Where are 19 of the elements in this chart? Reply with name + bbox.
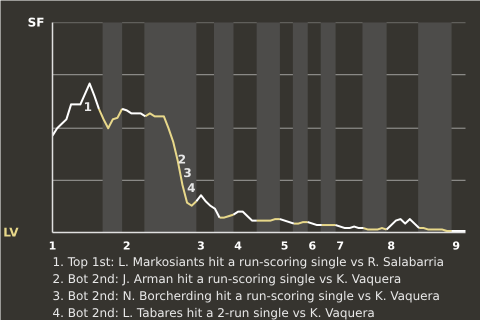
x-tick-label: 6 [308,240,317,252]
text: SF [28,16,45,30]
x-tick-label: 9 [452,240,460,252]
x-tick-label: 4 [234,240,242,252]
text: 2. Bot 2nd: J. Arman hit a run-scoring single vs K. Vaquera [52,272,402,286]
annotation: 4 [187,180,196,195]
x-tick-label: 2 [122,240,131,252]
x-tick-label: 5 [280,240,288,252]
x-tick-label: 7 [336,240,344,252]
text: 1. Top 1st: L. Markosiants hit a run-scoring single vs R. Salabarria [52,255,444,269]
x-tick-label: 8 [387,240,396,252]
text: LV [3,226,20,240]
annotation: 2 [178,152,186,166]
annotation: 1 [84,100,92,114]
text: 4. Bot 2nd: L. Tabares hit a 2-run single vs K. Vaquera [52,306,375,320]
x-tick-label: 3 [197,240,205,252]
x-tick-label: 1 [48,240,56,252]
text: 3. Bot 2nd: N. Borcherding hit a run-scoring single vs K. Vaquera [52,289,440,303]
annotation: 3 [183,166,192,180]
